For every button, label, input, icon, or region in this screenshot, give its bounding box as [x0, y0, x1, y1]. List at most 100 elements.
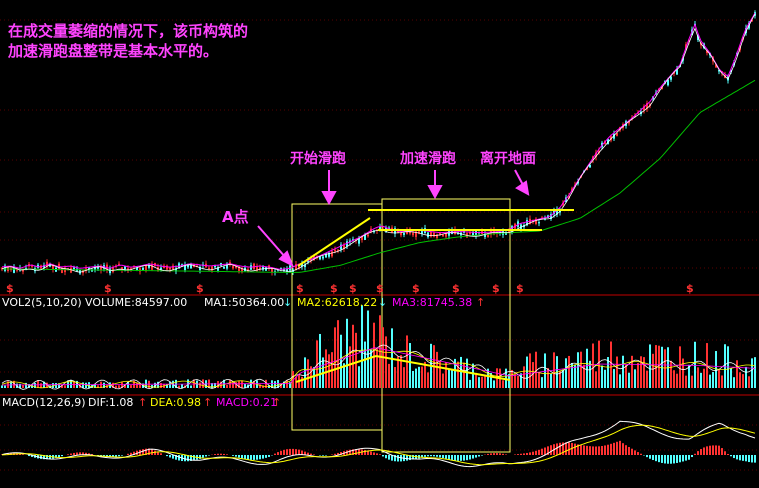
macd-bar: [367, 450, 369, 455]
macd-bar: [589, 446, 591, 455]
macd-bar: [349, 449, 351, 455]
volume-value: VOLUME:84597.00: [85, 296, 187, 309]
macd-bar: [703, 447, 705, 455]
macd-bar: [619, 440, 621, 455]
volume-bar: [124, 384, 126, 388]
volume-bar: [82, 382, 84, 388]
volume-bar: [652, 353, 654, 388]
macd-bar: [580, 445, 582, 455]
candle-body: [469, 232, 471, 234]
macd-bar: [421, 455, 423, 458]
macd-bar: [214, 454, 216, 455]
macd-bar: [223, 453, 225, 455]
macd-bar: [595, 446, 597, 455]
volume-bar: [25, 382, 27, 388]
macd-bar: [145, 448, 147, 455]
volume-bar: [508, 374, 510, 388]
label-start-run: 开始滑跑: [290, 150, 346, 167]
volume-bar: [721, 375, 723, 388]
volume-bar: [259, 384, 261, 388]
candle-body: [439, 232, 441, 235]
volume-bar: [439, 360, 441, 388]
volume-bar: [649, 344, 651, 388]
candle-body: [190, 264, 192, 269]
volume-bar: [139, 383, 141, 388]
volume-bar: [154, 382, 156, 388]
candle-body: [172, 265, 174, 270]
arrow-start: [321, 170, 337, 206]
macd-bar: [277, 452, 279, 455]
macd-bar: [709, 445, 711, 455]
candle-body: [412, 232, 414, 236]
volume-bar: [418, 366, 420, 388]
macd-bar: [298, 449, 300, 455]
volume-bar: [280, 384, 282, 388]
volume-bar: [319, 333, 321, 388]
macd-bar: [736, 455, 738, 460]
macd-bar: [697, 451, 699, 455]
candle-body: [550, 214, 552, 219]
macd-bar: [202, 455, 204, 458]
volume-bar: [61, 385, 63, 388]
candle-body: [268, 265, 270, 268]
volume-bar: [97, 385, 99, 388]
candle-body: [532, 220, 534, 223]
macd-bar: [112, 455, 114, 457]
volume-bar: [424, 361, 426, 388]
volume-bar: [478, 377, 480, 388]
volume-bar: [370, 349, 372, 388]
volume-bar: [538, 372, 540, 388]
volume-bar: [88, 382, 90, 388]
volume-bar: [574, 365, 576, 388]
volume-bar: [271, 380, 273, 388]
volume-bar: [121, 382, 123, 388]
volume-bar: [220, 381, 222, 388]
candle-body: [535, 218, 537, 224]
macd-bar: [565, 442, 567, 455]
candle-body: [322, 256, 324, 259]
candle-body: [280, 268, 282, 270]
macd-bar: [175, 455, 177, 460]
volume-bar: [550, 373, 552, 388]
candle-body: [319, 256, 321, 260]
candle-body: [256, 266, 258, 271]
macd-bar: [310, 453, 312, 455]
macd-bar: [373, 452, 375, 455]
candle-body: [427, 232, 429, 238]
macd-bar: [46, 455, 48, 460]
volume-bar: [295, 376, 297, 388]
macd-bar: [334, 453, 336, 455]
candle-body: [214, 265, 216, 268]
macd-bar: [658, 455, 660, 463]
candle-body: [484, 233, 486, 237]
volume-bar: [697, 367, 699, 388]
macd-bar: [496, 453, 498, 455]
macd-bar: [430, 455, 432, 457]
volume-ma-yellow: [1, 349, 756, 389]
macd-bar: [388, 455, 390, 460]
volume-bar: [475, 374, 477, 388]
volume-bar: [427, 372, 429, 388]
volume-bar: [718, 369, 720, 388]
macd-bar: [538, 449, 540, 455]
macd-dif-line: [1, 420, 756, 468]
macd-bar: [451, 455, 453, 461]
volume-bar: [631, 355, 633, 388]
macd-bar: [691, 455, 693, 458]
volume-bar: [181, 384, 183, 388]
macd-bar: [121, 455, 123, 456]
candle-body: [16, 268, 18, 271]
macd-bar: [478, 455, 480, 457]
macd-bar: [205, 455, 207, 457]
macd-bar: [370, 451, 372, 455]
volume-bar: [274, 381, 276, 388]
signal-marker: $: [349, 282, 357, 295]
macd-bar: [490, 453, 492, 455]
annotation-line-1: 在成交量萎缩的情况下，该币构筑的: [8, 22, 248, 40]
macd-bar: [637, 452, 639, 455]
candle-body: [88, 266, 90, 270]
macd-dea-value: DEA:0.98: [150, 396, 201, 409]
macd-bar: [664, 455, 666, 464]
macd-bar: [85, 452, 87, 455]
candle-body: [118, 263, 120, 266]
